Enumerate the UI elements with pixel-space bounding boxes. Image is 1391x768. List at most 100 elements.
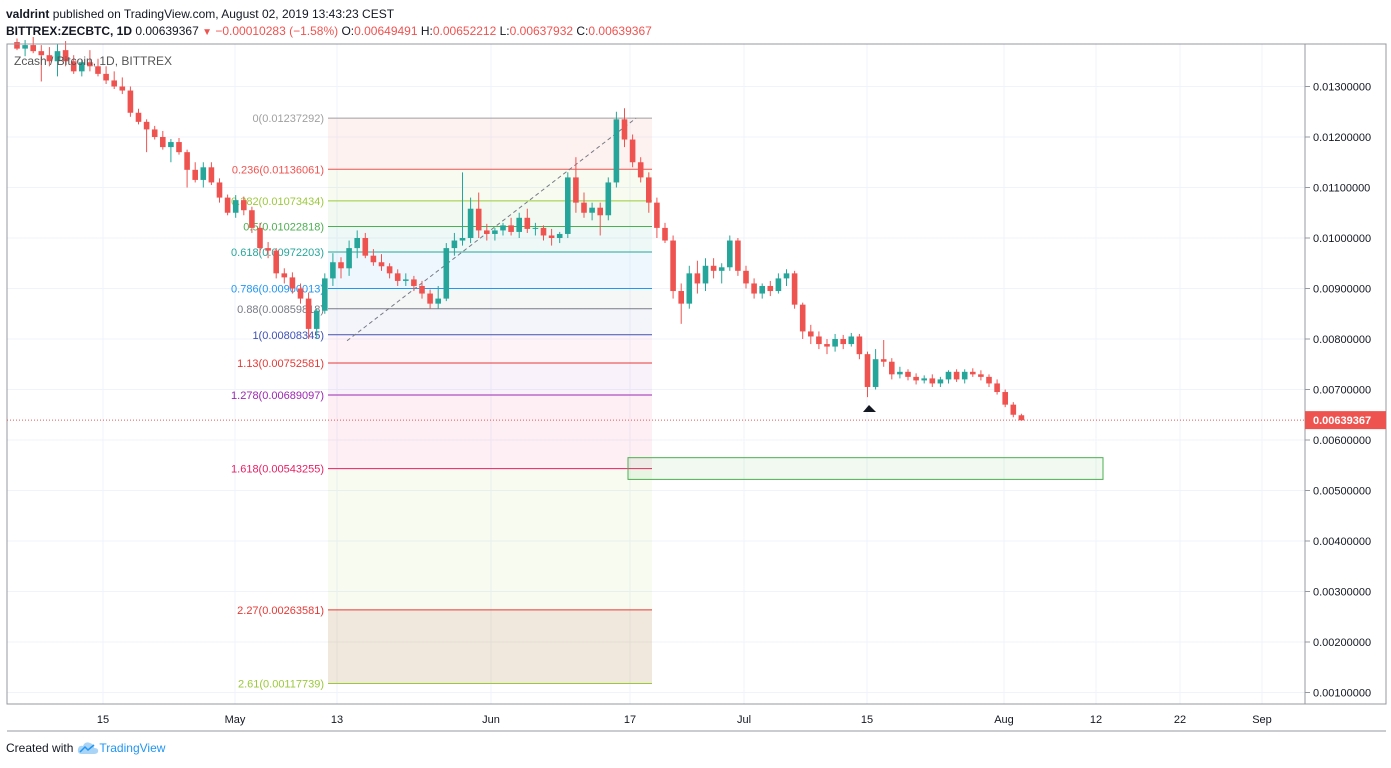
- candle-body: [864, 354, 871, 387]
- candle-body: [241, 200, 247, 211]
- high-value: 0.00652212: [432, 24, 497, 38]
- candle-body: [1002, 392, 1008, 405]
- candle: [905, 369, 911, 381]
- target-zone[interactable]: [627, 457, 1104, 480]
- candle-body: [160, 137, 166, 148]
- candle-body: [767, 285, 774, 292]
- tradingview-logo[interactable]: TradingView: [77, 741, 165, 755]
- candle-body: [808, 331, 814, 337]
- chart-legend-title[interactable]: Zcash / Bitcoin, 1D, BITTREX: [14, 54, 172, 68]
- candle-body: [775, 278, 782, 292]
- quote-line: BITTREX:ZECBTC, 1D 0.00639367 ▼ −0.00010…: [6, 22, 652, 42]
- candle-body: [880, 359, 887, 362]
- candle: [921, 375, 927, 384]
- created-with-label: Created with: [6, 741, 74, 755]
- candle-body: [824, 344, 830, 347]
- price-chart[interactable]: 0(0.01237292) 0.236(0.01136061) 0.382(0.01…: [0, 0, 1391, 740]
- candle: [54, 44, 61, 77]
- candle: [783, 269, 790, 286]
- candle: [508, 217, 514, 236]
- y-tick-label: 0.01300000: [1313, 82, 1371, 94]
- axes: 0.01300000 0.01200000 0.01100000 0.01000000…: [6, 43, 1387, 732]
- candle-body: [929, 378, 936, 384]
- close-label: C:: [576, 24, 589, 38]
- candle: [151, 125, 158, 140]
- candle: [880, 340, 887, 367]
- candle-body: [135, 112, 142, 122]
- candle: [103, 66, 109, 84]
- candle: [313, 308, 320, 339]
- candle: [200, 162, 207, 188]
- target-zone-box: [627, 457, 1104, 480]
- fibonacci-extension[interactable]: 0(0.01237292) 0.236(0.01136061) 0.382(0.01…: [231, 113, 652, 691]
- candle: [30, 37, 36, 54]
- candle-body: [435, 298, 441, 304]
- y-tick-label: 0.01100000: [1313, 183, 1370, 195]
- fib-level-label: 0.88(0.00859818): [237, 304, 324, 316]
- candle: [532, 222, 539, 236]
- candle-body: [945, 371, 952, 380]
- x-tick-label: Jun: [482, 714, 500, 726]
- candle-body: [637, 162, 644, 178]
- y-tick-label: 0.00500000: [1313, 486, 1371, 498]
- candle: [548, 228, 555, 246]
- candle-body: [840, 339, 846, 345]
- candle-body: [362, 238, 369, 256]
- author-name[interactable]: valdrint: [6, 7, 50, 21]
- fib-level-label: 1.618(0.00543255): [231, 464, 324, 476]
- candle-body: [411, 279, 417, 286]
- candle: [565, 172, 571, 238]
- fib-level-label: 1.278(0.00689097): [231, 390, 324, 402]
- candle: [670, 235, 676, 299]
- candle: [403, 273, 409, 286]
- candle: [192, 162, 198, 183]
- candle-body: [524, 217, 531, 229]
- candle: [808, 324, 814, 345]
- candle-body: [322, 278, 328, 311]
- candle: [799, 302, 806, 339]
- chart-grid: [7, 44, 1305, 704]
- candle: [702, 258, 709, 292]
- fib-band: [328, 362, 652, 396]
- fib-band: [328, 334, 652, 363]
- candle: [87, 50, 93, 72]
- candle-body: [62, 50, 69, 62]
- fib-level-label: 0.236(0.01136061): [232, 164, 324, 176]
- fib-level-label: 2.27(0.00263581): [237, 605, 324, 617]
- candle: [743, 265, 749, 289]
- candle: [257, 222, 263, 254]
- fib-band: [328, 226, 652, 253]
- candle: [840, 334, 846, 350]
- candle: [897, 366, 903, 379]
- candle-body: [265, 248, 271, 251]
- candle-body: [30, 45, 36, 52]
- candle-body: [710, 265, 717, 271]
- fib-band: [328, 395, 652, 469]
- candle: [492, 227, 498, 241]
- y-tick-label: 0.00700000: [1313, 385, 1371, 397]
- candle: [273, 248, 279, 279]
- candle-body: [759, 285, 765, 294]
- tradingview-cloud-icon: [78, 742, 99, 754]
- candle-body: [791, 273, 798, 305]
- candle-body: [848, 336, 855, 345]
- candle-body: [937, 379, 944, 384]
- candle: [467, 197, 474, 244]
- candle: [937, 376, 944, 387]
- candle-body: [289, 277, 296, 289]
- y-tick-label: 0.00900000: [1313, 284, 1371, 296]
- candle: [824, 339, 830, 355]
- candle-body: [151, 129, 158, 137]
- candle: [95, 58, 101, 77]
- candle-body: [313, 310, 320, 329]
- tradingview-brand: TradingView: [99, 741, 166, 755]
- fib-level-label: 2.61(0.00117739): [238, 679, 324, 691]
- fib-band: [328, 200, 652, 227]
- candle-body: [168, 142, 174, 148]
- fib-band: [328, 169, 652, 201]
- candle-body: [143, 121, 150, 130]
- candle: [970, 368, 976, 377]
- candle: [889, 358, 895, 380]
- fib-band: [328, 609, 652, 684]
- candle: [289, 272, 296, 294]
